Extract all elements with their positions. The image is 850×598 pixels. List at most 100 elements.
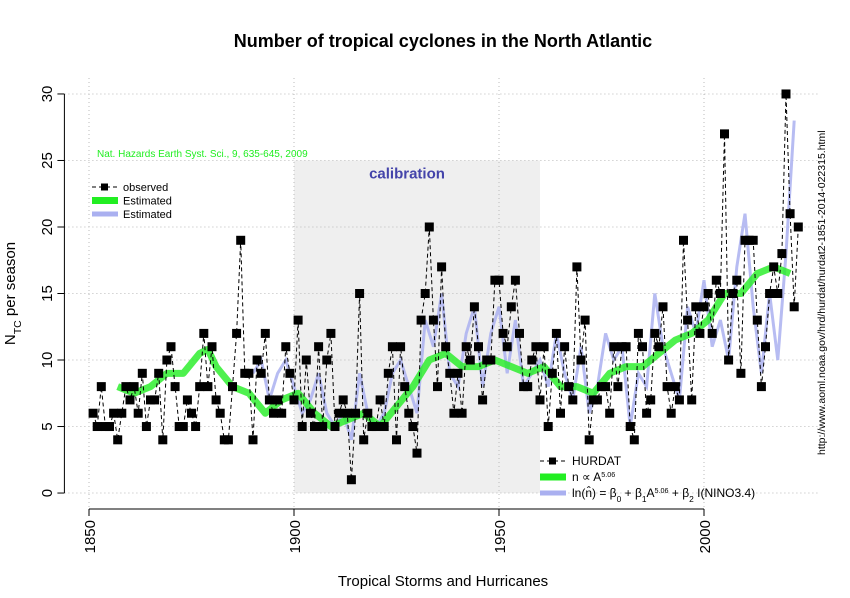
observed-point xyxy=(269,408,278,418)
observed-point xyxy=(642,408,652,418)
x-axis-label: Tropical Storms and Hurricanes xyxy=(338,573,548,590)
observed-point xyxy=(178,422,188,432)
observed-point xyxy=(683,315,693,325)
observed-point xyxy=(502,342,512,352)
observed-point xyxy=(506,302,516,312)
observed-point xyxy=(584,435,594,445)
observed-point xyxy=(564,382,574,392)
observed-point xyxy=(515,328,524,338)
observed-point xyxy=(228,382,237,392)
observed-point xyxy=(662,382,672,392)
observed-point xyxy=(396,342,406,352)
observed-point xyxy=(137,368,147,378)
observed-point xyxy=(133,408,143,418)
observed-point xyxy=(314,342,324,352)
observed-point xyxy=(281,342,291,352)
observed-point xyxy=(756,382,766,392)
observed-point xyxy=(666,408,676,418)
observed-point xyxy=(777,249,787,259)
observed-point xyxy=(560,342,570,352)
observed-point xyxy=(728,289,738,298)
observed-point xyxy=(531,342,541,352)
observed-point xyxy=(273,395,283,405)
observed-point xyxy=(523,382,533,392)
label-part: + β xyxy=(669,486,690,500)
observed-point xyxy=(289,395,299,405)
observed-point xyxy=(334,408,344,418)
legend-swatch xyxy=(101,183,108,191)
observed-point xyxy=(223,435,233,445)
observed-point xyxy=(318,422,328,432)
observed-point xyxy=(96,382,106,392)
observed-point xyxy=(625,422,635,432)
observed-point xyxy=(301,355,311,365)
observed-point xyxy=(785,209,795,219)
source-note: Nat. Hazards Earth Syst. Sci., 9, 635-64… xyxy=(97,149,308,160)
observed-point xyxy=(539,342,549,352)
observed-point xyxy=(441,342,451,352)
label-part: per season xyxy=(2,242,19,320)
observed-point xyxy=(748,235,758,245)
observed-point xyxy=(355,289,365,298)
y-tick-label: 15 xyxy=(39,285,56,302)
observed-point xyxy=(633,328,643,338)
observed-point xyxy=(658,302,668,312)
observed-point xyxy=(252,355,262,365)
observed-point xyxy=(494,275,504,285)
observed-point xyxy=(674,395,684,405)
label-part: n ∝ A xyxy=(572,470,601,484)
observed-point xyxy=(113,435,123,445)
chart-title: Number of tropical cyclones in the North… xyxy=(234,31,652,51)
observed-point xyxy=(638,342,647,352)
observed-point xyxy=(781,89,791,99)
observed-point xyxy=(449,408,459,418)
observed-point xyxy=(699,302,709,312)
url-note: http://www.aoml.noaa.gov/hrd/hurdat/hurd… xyxy=(816,130,828,455)
observed-point xyxy=(437,262,447,272)
observed-point xyxy=(793,222,803,232)
y-tick-label: 25 xyxy=(39,152,56,169)
y-tick-label: 30 xyxy=(39,86,56,103)
observed-point xyxy=(691,302,701,312)
observed-point xyxy=(461,342,471,352)
observed-point xyxy=(715,289,725,298)
observed-point xyxy=(428,315,438,325)
legend-label: Estimated xyxy=(123,209,172,221)
observed-point xyxy=(769,262,779,272)
observed-point xyxy=(679,235,688,245)
legend-label: ln(n̂) = β0 + β1A5.06 + β2 I(NINO3.4) xyxy=(572,485,755,504)
observed-point xyxy=(297,422,307,432)
observed-point xyxy=(486,355,496,365)
estimate-line xyxy=(116,263,792,431)
observed-point xyxy=(371,422,381,432)
y-tick-label: 20 xyxy=(39,219,56,236)
observed-point xyxy=(92,422,102,432)
observed-point xyxy=(556,408,565,418)
observed-point xyxy=(498,328,508,338)
observed-point xyxy=(789,302,799,312)
observed-point xyxy=(150,395,160,405)
observed-point xyxy=(547,368,557,378)
legend-swatch xyxy=(549,457,556,465)
observed-point xyxy=(310,422,319,432)
observed-point xyxy=(580,315,590,325)
observed-point xyxy=(326,328,336,338)
y-tick-label: 5 xyxy=(39,422,56,430)
observed-point xyxy=(551,328,561,338)
observed-point xyxy=(342,408,352,418)
observed-point xyxy=(453,368,463,378)
observed-point xyxy=(191,422,201,432)
observed-point xyxy=(162,355,172,365)
observed-point xyxy=(166,342,176,352)
label-part: TC xyxy=(12,320,24,334)
observed-point xyxy=(215,408,225,418)
label-part: N xyxy=(2,334,19,345)
label-part: 5.06 xyxy=(655,486,669,495)
observed-point xyxy=(609,342,619,352)
observed-point xyxy=(277,408,287,418)
observed-point xyxy=(527,355,537,365)
label-part: ln(n̂) = β xyxy=(572,485,617,500)
observed-point xyxy=(359,435,369,445)
x-tick-label: 1850 xyxy=(82,520,99,553)
label-part: 1 xyxy=(642,494,647,504)
